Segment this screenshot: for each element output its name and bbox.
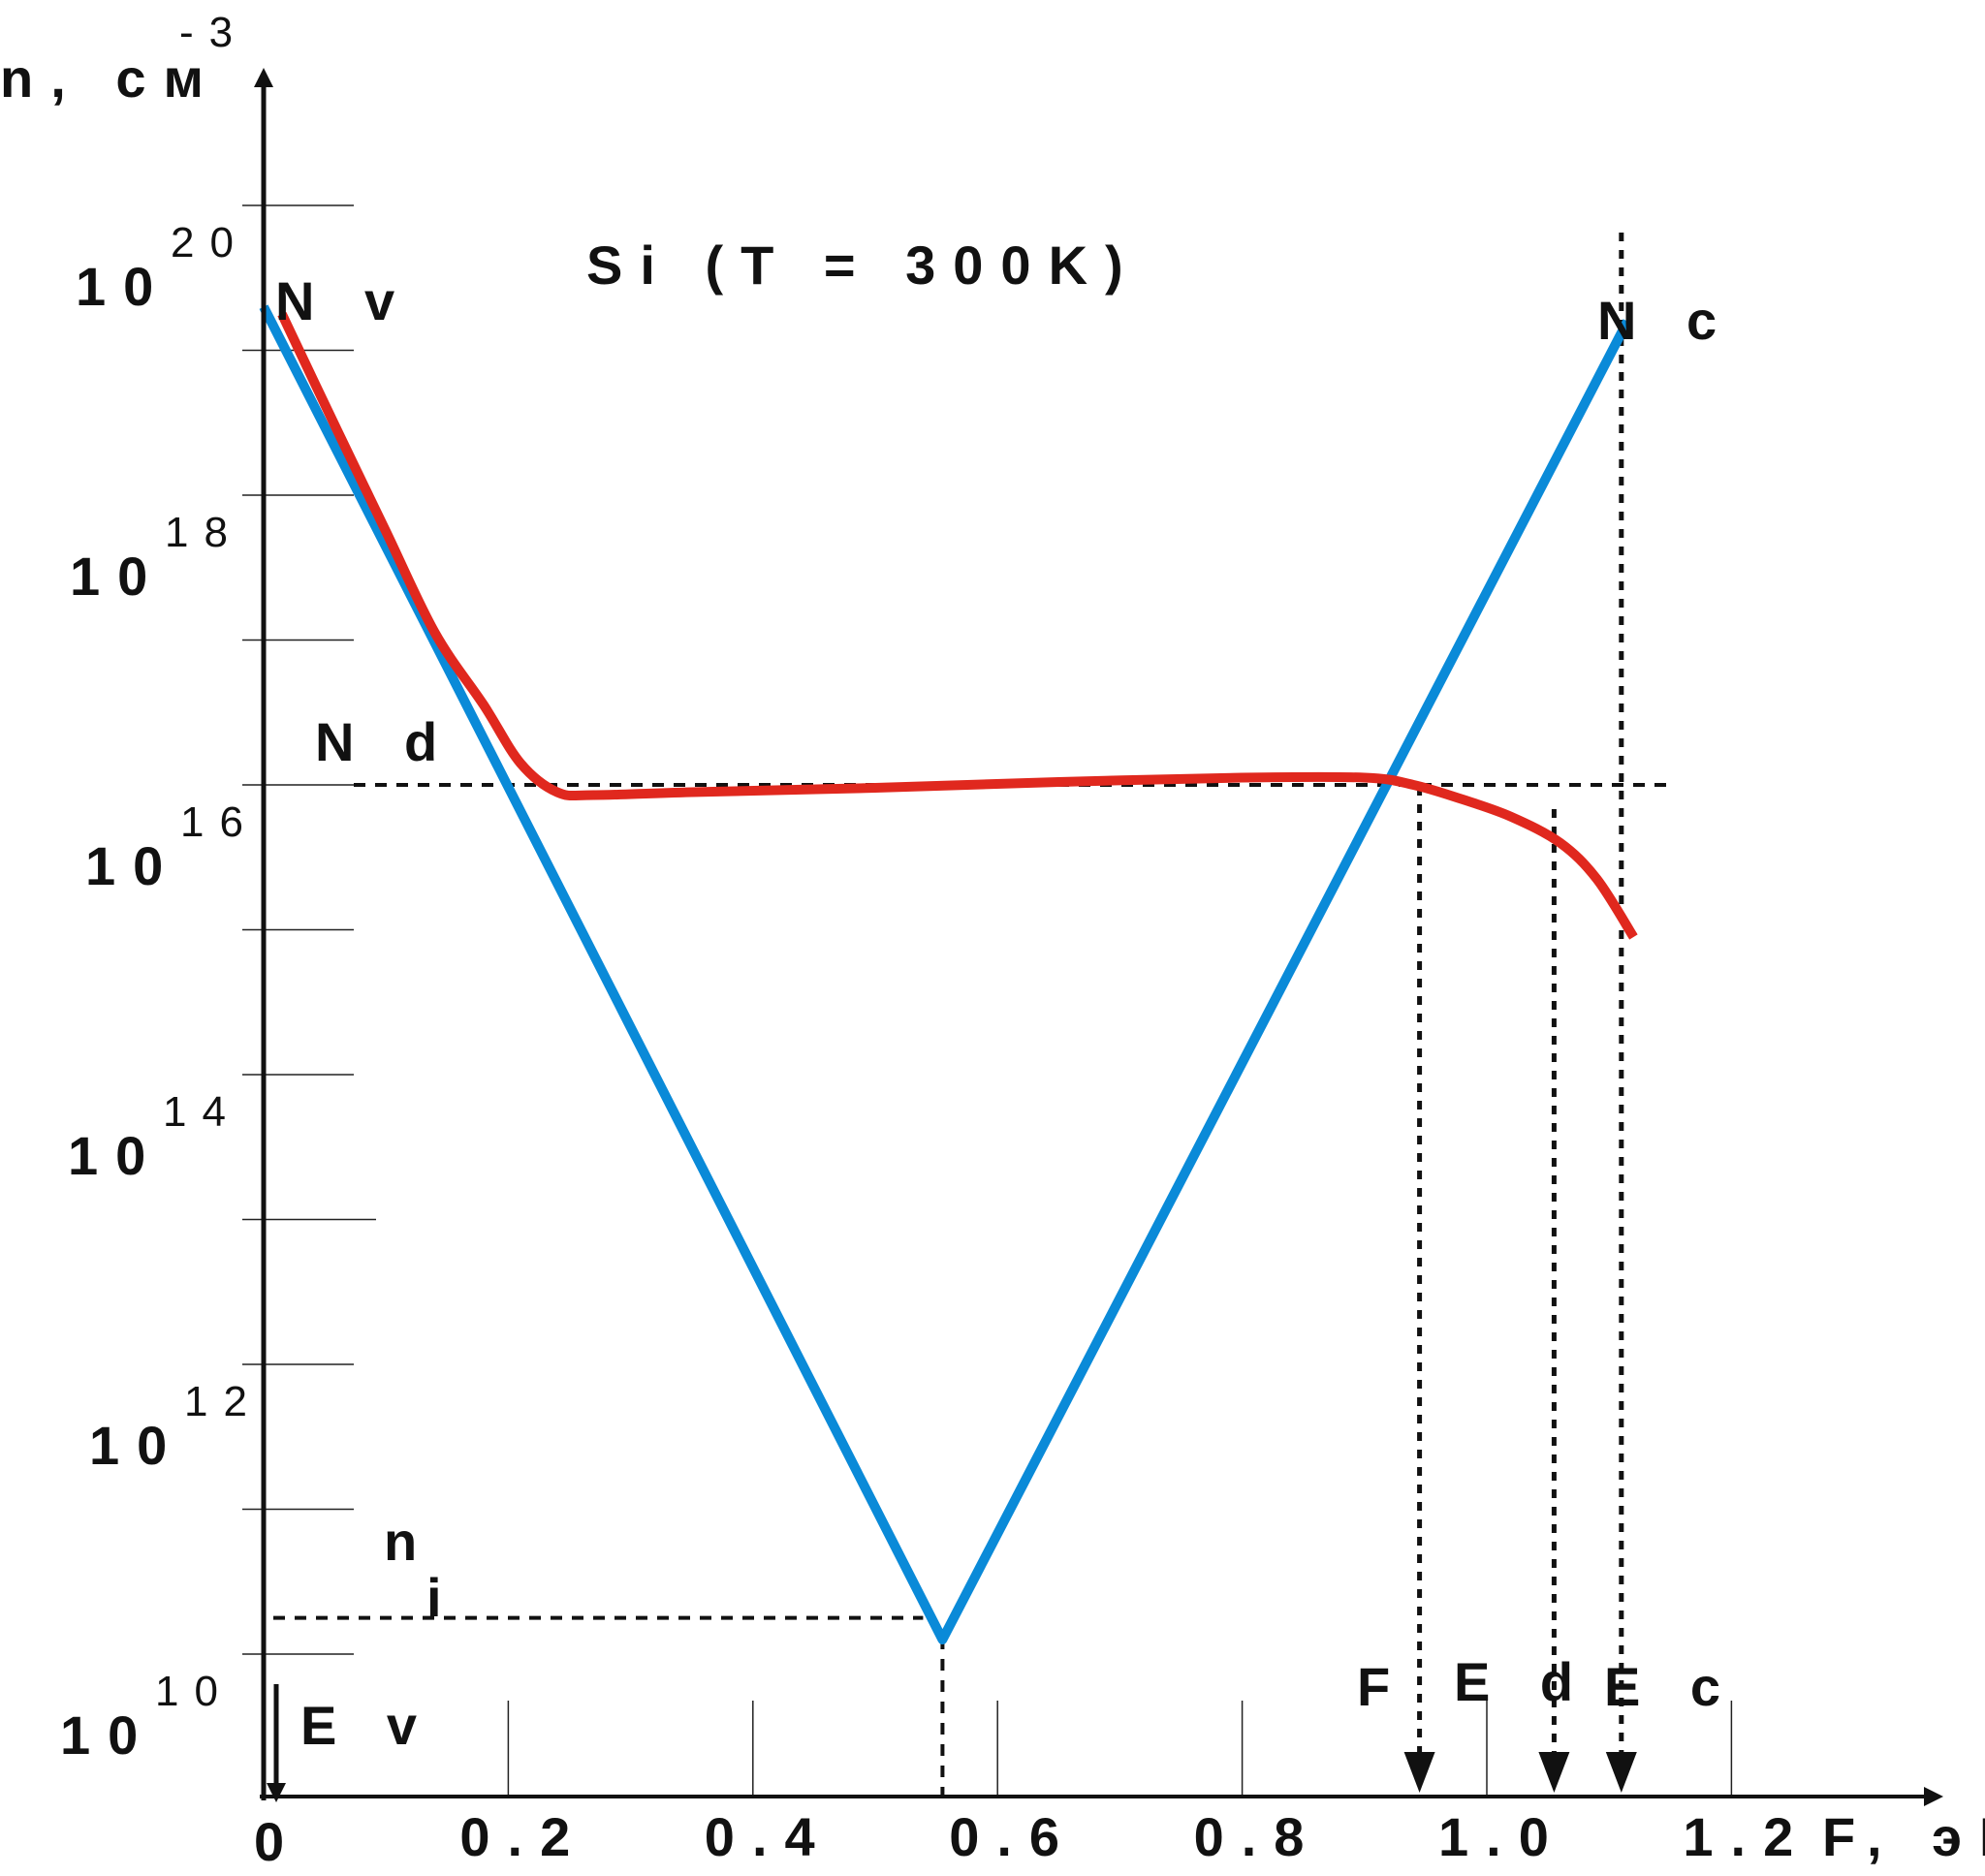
annotation-ev: E v: [300, 1695, 434, 1756]
y-tick-exponent: 12: [184, 1378, 263, 1425]
annotation-ni: n: [384, 1511, 434, 1572]
x-tick-label: 0.2: [459, 1806, 587, 1867]
y-tick-exponent: 16: [180, 798, 259, 846]
annotation-ni-sub: i: [426, 1567, 459, 1628]
y-tick-label: 10: [70, 546, 165, 607]
grid-layer: [242, 204, 1733, 1797]
y-tick-label: 10: [68, 1125, 163, 1186]
annotation-ec: E c: [1604, 1656, 1738, 1717]
annotation-nv: N v: [275, 270, 412, 331]
y-tick-exponent: 18: [165, 509, 243, 556]
x-tick-labels: 0.2 0.4 0.6 0.8 1.0 1.2: [459, 1806, 1811, 1867]
y-tick-exponent: 14: [163, 1088, 241, 1136]
annotation-nc: N c: [1597, 290, 1734, 351]
y-tick-label: 10: [60, 1704, 155, 1766]
ed-level-arrow-head: [1538, 1752, 1570, 1793]
y-tick-label: 10: [85, 835, 180, 896]
x-origin-label: 0: [254, 1811, 301, 1872]
y-tick-exponent: 20: [171, 219, 249, 266]
annotation-f: F: [1357, 1656, 1407, 1717]
x-tick-label: 1.2: [1683, 1806, 1811, 1867]
x-tick-label: 0.4: [705, 1806, 833, 1867]
x-axis-label: F, эВ: [1822, 1806, 1985, 1867]
annotation-ed: E d: [1454, 1651, 1591, 1712]
f-level-arrow-head: [1403, 1752, 1435, 1793]
x-tick-label: 0.8: [1194, 1806, 1322, 1867]
series-n_total: [277, 311, 1638, 940]
series-n_p_vs_F: [259, 304, 1632, 1644]
chart-title: Si (T = 300K): [586, 234, 1141, 296]
x-tick-label: 0.6: [949, 1806, 1077, 1867]
y-tick-label: 10: [89, 1415, 184, 1476]
x-tick-label: 1.0: [1438, 1806, 1566, 1867]
axes: [254, 68, 1943, 1806]
series-layer: [259, 304, 1638, 1644]
y-tick-label: 10: [76, 256, 171, 317]
y-axis-label-exponent: -3: [179, 9, 248, 56]
y-axis-label: n, см: [0, 47, 221, 109]
annotation-nd: N d: [315, 711, 455, 772]
reference-lines: [273, 233, 1667, 1797]
ec-level-arrow-head: [1605, 1752, 1637, 1793]
y-tick-exponent: 10: [155, 1668, 234, 1715]
